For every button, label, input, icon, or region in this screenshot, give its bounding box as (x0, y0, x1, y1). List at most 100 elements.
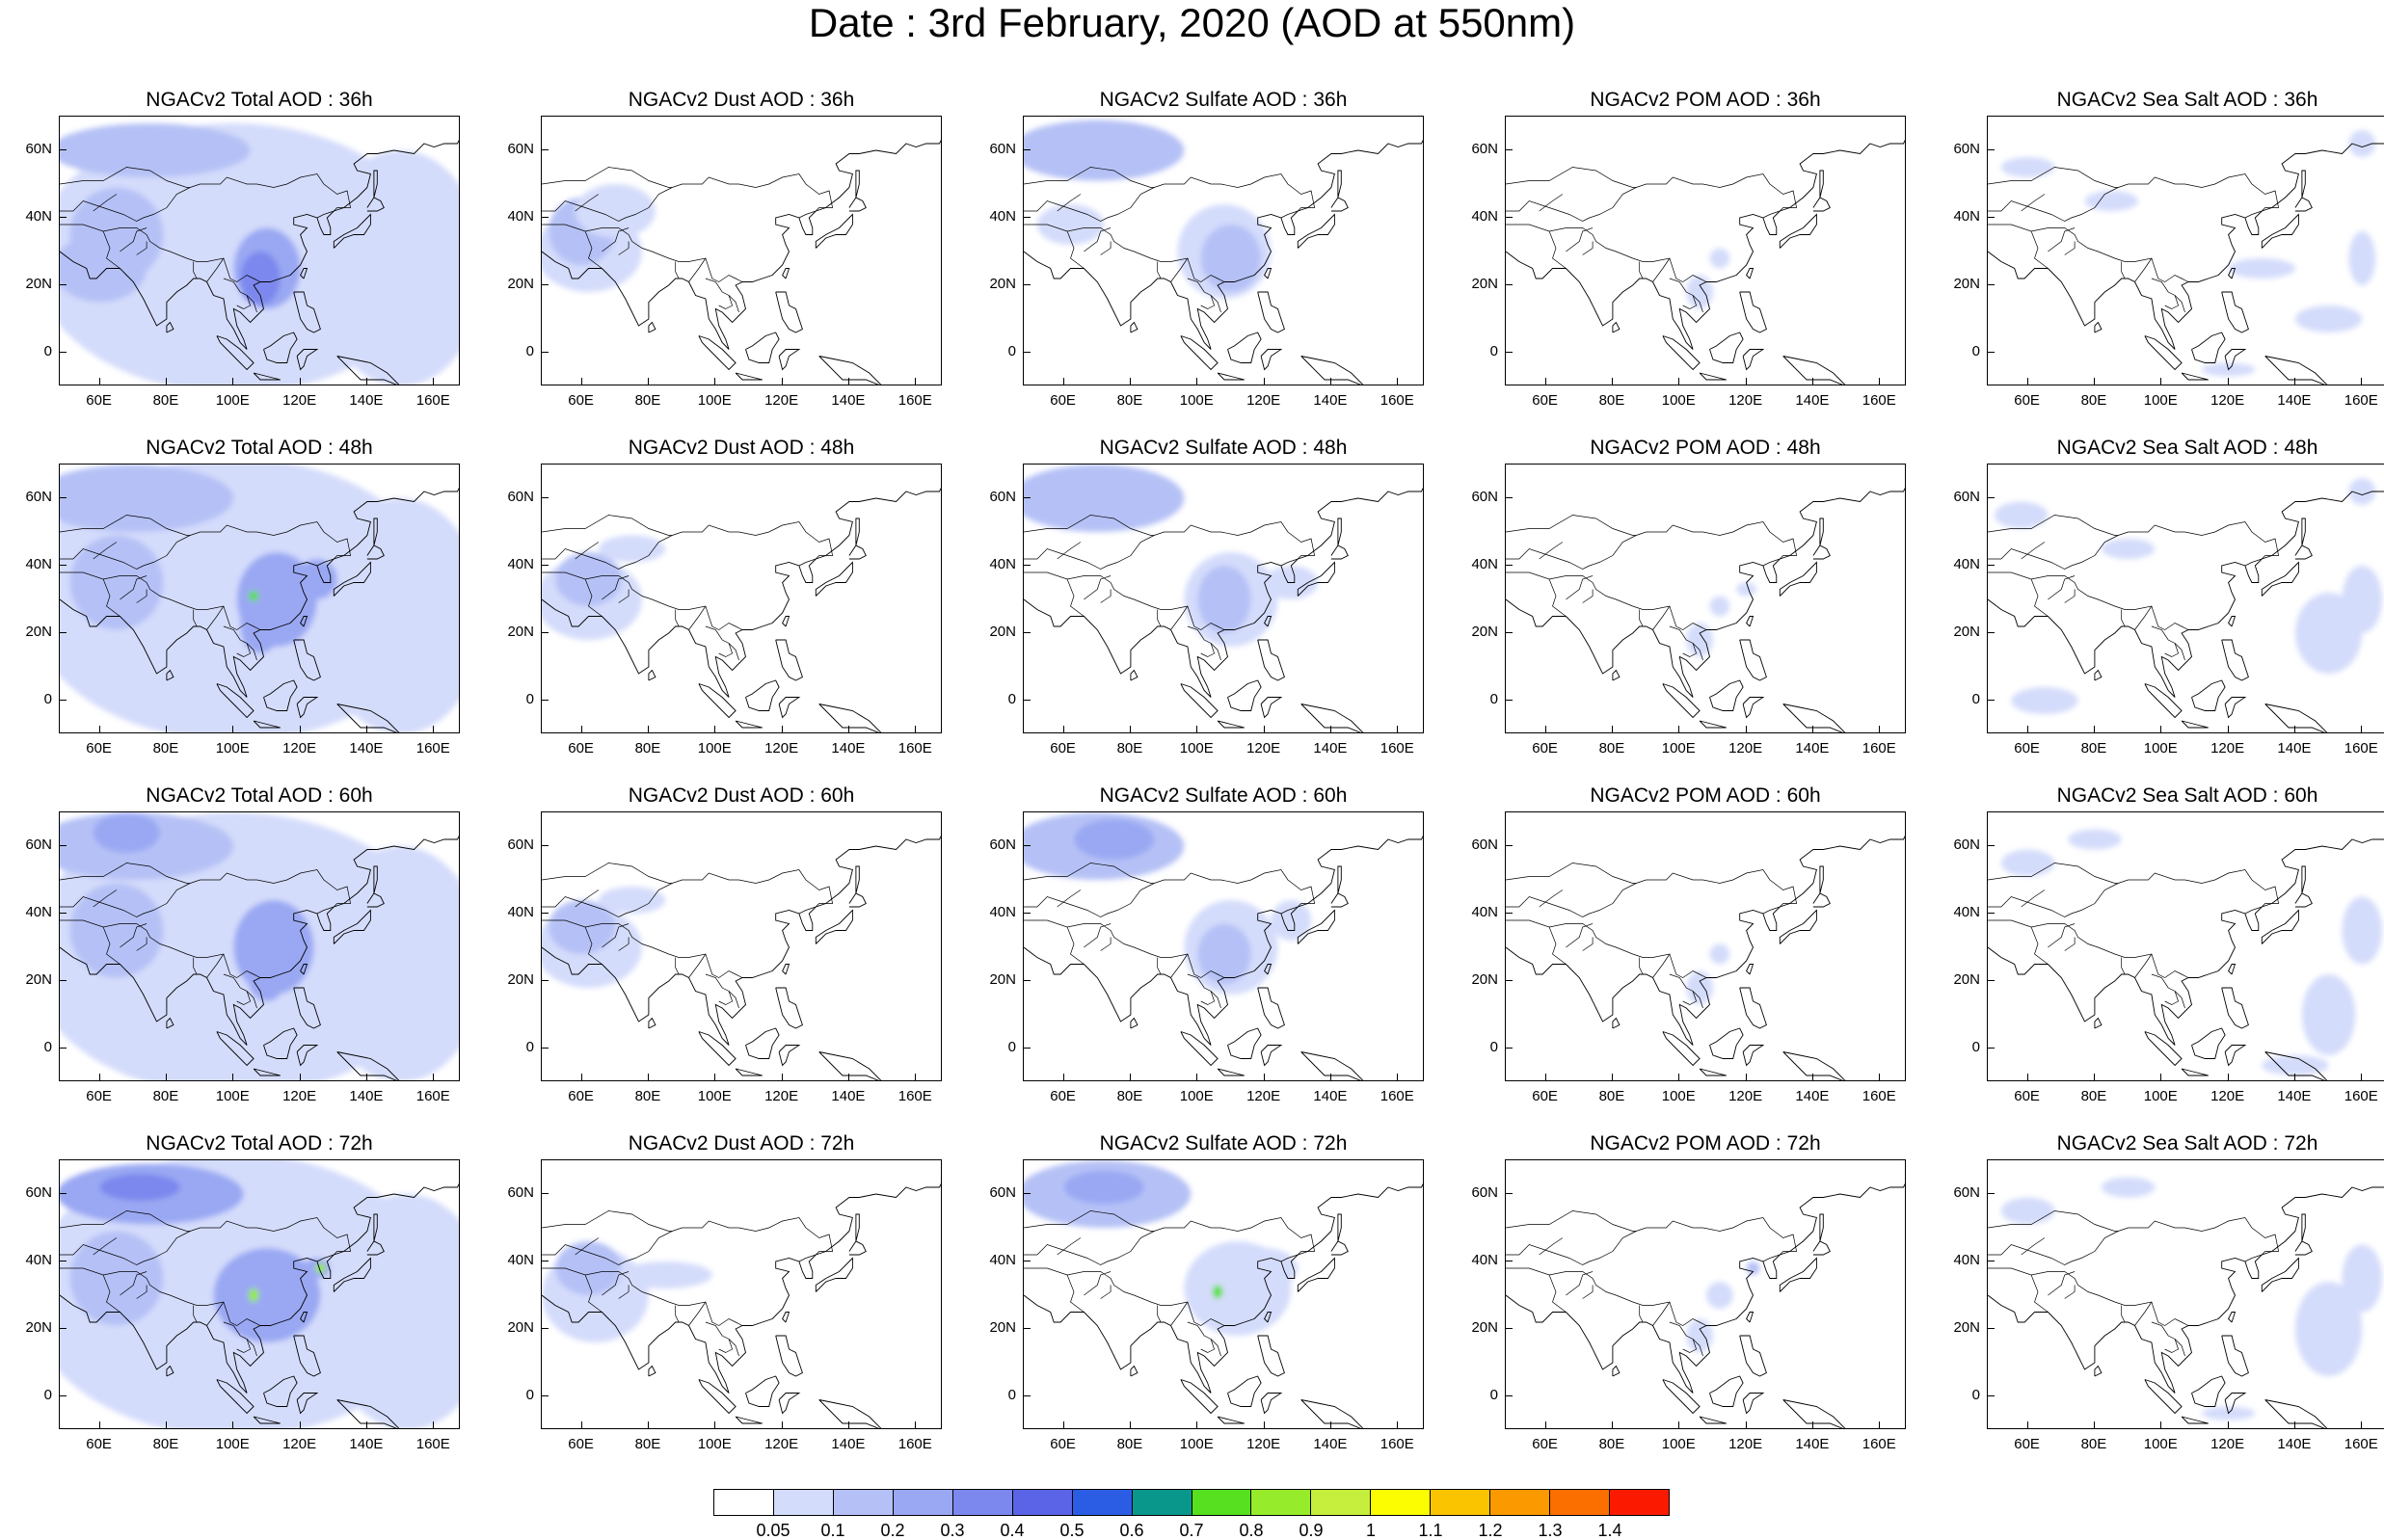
country-border (1066, 578, 1085, 617)
coastline (1297, 213, 1335, 249)
coastline (1819, 170, 1824, 199)
lat-tick-mark (1023, 352, 1031, 353)
country-border (1506, 224, 1707, 282)
country-border (206, 1301, 225, 1326)
lat-tick-mark (1023, 980, 1031, 981)
lat-tick-label: 20N (989, 624, 1016, 640)
country-border (1988, 1217, 2280, 1265)
aod-region (297, 559, 337, 599)
lat-tick-label: 40N (507, 1252, 534, 1268)
coastline (542, 1182, 941, 1394)
lon-tick-label: 140E (2277, 1088, 2312, 1104)
aod-region (2228, 258, 2295, 279)
lon-tick-mark (1196, 1074, 1198, 1081)
lon-tick-label: 100E (697, 740, 732, 757)
country-border (1024, 224, 1225, 282)
country-border (1157, 261, 1162, 279)
lon-tick-label: 60E (568, 1088, 594, 1104)
coastline (1988, 838, 2384, 1046)
coastline (815, 909, 853, 944)
coastline (366, 197, 385, 212)
map-svg (60, 123, 459, 385)
lon-tick-mark (232, 1074, 234, 1081)
country-border (2048, 575, 2076, 600)
lon-tick-label: 100E (1179, 1436, 1214, 1452)
aod-region (1746, 1261, 1760, 1275)
coastline (735, 720, 763, 729)
coastline (698, 1031, 737, 1067)
lat-tick-mark (59, 632, 67, 633)
colorbar-label: 0.05 (756, 1521, 790, 1540)
aod-region (2262, 1055, 2329, 1075)
lon-tick-mark (1611, 1074, 1613, 1081)
coastline (1819, 518, 1824, 546)
country-border (136, 937, 147, 951)
coastline (648, 669, 656, 681)
country-border (575, 1237, 600, 1256)
country-border (2174, 643, 2185, 661)
country-border (2151, 1321, 2180, 1353)
coastline (2094, 1017, 2103, 1029)
aod-region (316, 498, 459, 732)
lon-tick-mark (580, 726, 582, 733)
country-border (1506, 515, 1637, 536)
lon-tick-mark (580, 1421, 582, 1429)
lat-tick-label: 0 (1971, 691, 1980, 707)
aod-region (240, 252, 281, 305)
coastline (1257, 1335, 1285, 1377)
country-border (1210, 643, 1221, 661)
coastline (2228, 964, 2237, 975)
country-border (206, 257, 225, 282)
map-svg (542, 835, 941, 1080)
coastline (166, 1365, 174, 1377)
lon-tick-mark (1129, 726, 1131, 733)
panel-title: NGACv2 POM AOD : 36h (1590, 89, 1821, 111)
lon-tick-label: 80E (634, 1436, 661, 1452)
country-border (1100, 1285, 1112, 1299)
country-border (1024, 571, 1225, 630)
colorbar-box (1072, 1490, 1133, 1515)
colorbar-label: 1.4 (1597, 1521, 1622, 1540)
coastline (300, 1312, 308, 1323)
lat-tick-mark (1505, 1395, 1513, 1396)
lon-tick-label: 120E (2210, 1436, 2245, 1452)
country-border (1506, 863, 1637, 884)
country-border (93, 542, 118, 560)
coastline (366, 892, 385, 908)
map-panel-pom-72h: NGACv2 POM AOD : 72h 60N 40N 20N 0 60E 80E 100E… (1456, 1130, 1938, 1477)
country-border (2174, 295, 2185, 313)
lon-tick-mark (1544, 378, 1546, 385)
aod-region (1271, 900, 1312, 941)
lon-tick-mark (1062, 726, 1064, 733)
aod-region (548, 900, 616, 954)
country-border (542, 1210, 673, 1232)
coastline (782, 1312, 790, 1323)
lat-tick-label: 0 (1007, 1039, 1016, 1055)
map-svg (1024, 1160, 1423, 1428)
map-svg (60, 465, 459, 732)
coastline (300, 268, 308, 279)
country-border (1157, 1305, 1162, 1323)
map-svg (1988, 478, 2384, 732)
aod-region (60, 465, 234, 532)
aod-map (1505, 811, 1906, 1081)
country-border (2021, 542, 2046, 560)
colorbar-box (714, 1490, 774, 1515)
lon-tick-mark (1329, 378, 1331, 385)
lon-tick-label: 80E (634, 1088, 661, 1104)
coastline (1739, 291, 1767, 333)
country-border (1187, 625, 1216, 657)
coastline (60, 139, 459, 350)
coastline (296, 349, 319, 371)
aod-map (541, 464, 942, 733)
lat-tick-label: 60N (507, 141, 534, 157)
country-border (675, 261, 680, 279)
country-border (1506, 1217, 1798, 1265)
coastline (296, 1045, 319, 1067)
lon-tick-mark (1745, 726, 1747, 733)
coastline (1746, 616, 1755, 627)
coastline (1130, 1365, 1138, 1377)
coastline (2191, 332, 2226, 363)
coastline (1506, 1182, 1905, 1394)
coastline (1300, 1051, 1364, 1080)
